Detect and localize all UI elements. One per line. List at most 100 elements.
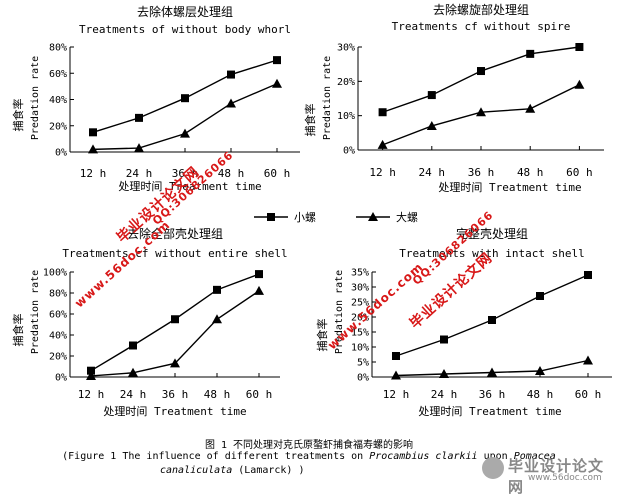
- x-tick-label: 48 h: [218, 167, 245, 180]
- y-tick-label: 30%: [337, 43, 355, 54]
- x-tick-label: 36 h: [468, 166, 495, 179]
- data-point: [89, 128, 97, 137]
- legend-marker: [267, 213, 275, 221]
- x-tick-label: 24 h: [431, 388, 458, 401]
- data-point: [273, 56, 281, 65]
- legend-label: 大螺: [396, 210, 418, 224]
- x-tick-label: 48 h: [204, 388, 231, 401]
- data-point: [392, 352, 400, 360]
- caption-suffix: (Lamarck) ): [232, 465, 305, 476]
- data-point: [526, 49, 535, 58]
- series-large-snail: [391, 355, 593, 380]
- chart-panel-2: 去除螺旋部处理组 Treatments cf without spire 0% 10%…: [303, 2, 604, 194]
- x-tick-label: 36 h: [172, 167, 199, 180]
- chart-title: 去除螺旋部处理组: [433, 2, 529, 17]
- series-line: [382, 46, 580, 113]
- x-tick-label: 48 h: [527, 388, 554, 401]
- y-tick-label: 25%: [351, 298, 369, 309]
- chart-title: 完整壳处理组: [456, 226, 528, 241]
- y-axis-label-en: Predation rate: [30, 56, 41, 140]
- y-tick-label: 10%: [337, 111, 355, 122]
- x-tick-label: 36 h: [479, 388, 506, 401]
- figure-caption-line2: (Figure 1 The influence of different tre…: [0, 451, 618, 462]
- x-tick-label: 48 h: [517, 166, 544, 179]
- data-point: [254, 285, 264, 295]
- chart-subtitle: Treatments with intact shell: [399, 247, 584, 260]
- y-tick-label: 35%: [351, 268, 369, 279]
- data-point: [88, 144, 98, 154]
- x-tick-label: 36 h: [162, 388, 189, 401]
- chart-panel-1: 去除体螺层处理组 Treatments of without body whorl…: [11, 4, 300, 193]
- chart-subtitle: Treatments cf without spire: [392, 20, 571, 33]
- y-tick-label: 80%: [49, 43, 67, 54]
- data-point: [426, 120, 437, 130]
- x-tick-label: 60 h: [246, 388, 273, 401]
- data-point: [272, 78, 282, 88]
- series-small-snail: [87, 270, 263, 375]
- y-tick-label: 0%: [55, 373, 67, 384]
- x-tick-label: 12 h: [383, 388, 410, 401]
- legend: 小螺 大螺: [254, 210, 418, 224]
- legend-label: 小螺: [294, 211, 316, 224]
- series-line: [92, 83, 278, 151]
- y-tick-label: 100%: [43, 268, 67, 279]
- series-small-snail: [89, 56, 281, 137]
- data-point: [427, 91, 436, 100]
- data-point: [377, 139, 388, 149]
- data-point: [171, 315, 179, 324]
- y-tick-label: 20%: [351, 313, 369, 324]
- y-tick-label: 30%: [351, 283, 369, 294]
- data-point: [226, 98, 236, 108]
- x-tick-label: 24 h: [120, 388, 147, 401]
- figure-caption-line1: 图 1 不同处理对克氏原螯虾捕食福寿螺的影响: [204, 440, 414, 451]
- data-point: [439, 369, 449, 378]
- data-point: [477, 67, 485, 76]
- data-point: [128, 367, 138, 377]
- y-tick-label: 5%: [357, 358, 369, 369]
- data-point: [129, 341, 137, 350]
- x-tick-label: 12 h: [80, 167, 107, 180]
- x-tick-label: 12 h: [78, 388, 105, 401]
- data-point: [391, 370, 401, 380]
- x-axis-label: 处理时间 Treatment time: [438, 181, 581, 194]
- data-point: [86, 370, 96, 380]
- data-point: [575, 43, 584, 51]
- y-tick-label: 0%: [357, 373, 369, 384]
- chart-title: 去除体螺层处理组: [137, 4, 233, 19]
- data-point: [584, 271, 592, 279]
- y-tick-label: 40%: [49, 95, 67, 106]
- y-axis-label-en: Predation rate: [322, 56, 333, 140]
- y-tick-label: 15%: [351, 328, 369, 339]
- chart-panel-3: 去除全部壳处理组 Treatments cf without entire she…: [11, 226, 288, 418]
- caption-species-pomacea: Pomacea: [513, 451, 556, 462]
- series-large-snail: [88, 78, 282, 154]
- chart-title: 去除全部壳处理组: [127, 226, 223, 241]
- x-axis-label: 处理时间 Treatment time: [103, 405, 246, 418]
- data-point: [255, 270, 263, 279]
- data-point: [440, 335, 448, 344]
- data-point: [181, 94, 189, 103]
- x-tick-label: 12 h: [369, 166, 396, 179]
- data-point: [212, 314, 222, 324]
- data-point: [135, 113, 143, 122]
- data-point: [227, 70, 235, 79]
- legend-item-large-snail: 大螺: [356, 210, 418, 224]
- y-axis-label: 捕食率: [303, 104, 317, 137]
- y-axis-label-en: Predation rate: [334, 270, 345, 354]
- data-point: [535, 366, 545, 375]
- data-point: [525, 103, 536, 113]
- caption-prefix: (Figure 1 The influence of different tre…: [62, 451, 370, 462]
- caption-species-procambius: Procambius clarkii: [369, 451, 478, 462]
- data-point: [476, 107, 486, 117]
- legend-item-small-snail: 小螺: [254, 211, 316, 224]
- legend-marker: [368, 212, 378, 221]
- y-axis-label: 捕食率: [11, 99, 25, 132]
- y-tick-label: 60%: [49, 310, 67, 321]
- data-point: [378, 108, 387, 117]
- data-point: [583, 355, 593, 365]
- footer-logo-icon: [482, 457, 504, 479]
- y-tick-label: 40%: [49, 331, 67, 342]
- x-tick-label: 60 h: [575, 388, 602, 401]
